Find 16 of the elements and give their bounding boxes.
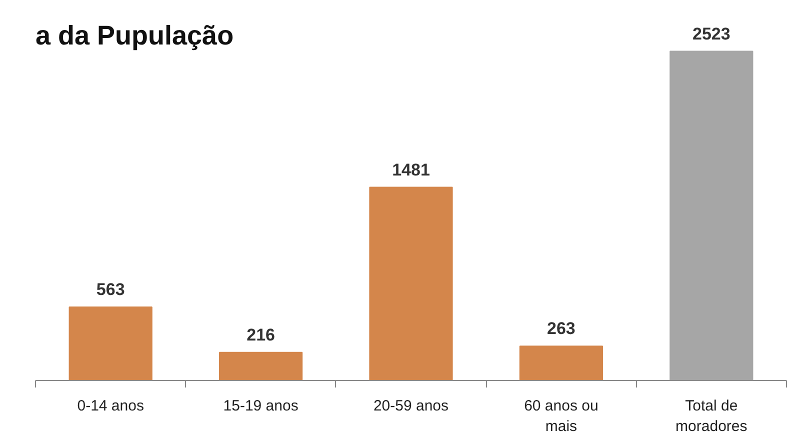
bar	[218, 352, 303, 380]
bar	[519, 346, 604, 380]
x-tick-label: 0-14 anos	[77, 398, 144, 414]
data-label: 563	[96, 280, 125, 300]
chart-title: a da Pupulação	[36, 20, 234, 50]
data-label: 216	[246, 325, 275, 344]
x-tick-label: 15-19 anos	[223, 398, 298, 414]
bar	[670, 50, 754, 380]
data-label: 2523	[692, 24, 730, 44]
x-tick-label: 20-59 anos	[373, 398, 449, 414]
x-tick-label: Total de moradores	[676, 398, 748, 435]
bar	[369, 186, 453, 380]
x-tick-label: 60 anos ou mais	[524, 398, 598, 435]
data-label: 1481	[392, 160, 430, 180]
data-label: 263	[547, 319, 576, 338]
bar	[68, 306, 152, 380]
